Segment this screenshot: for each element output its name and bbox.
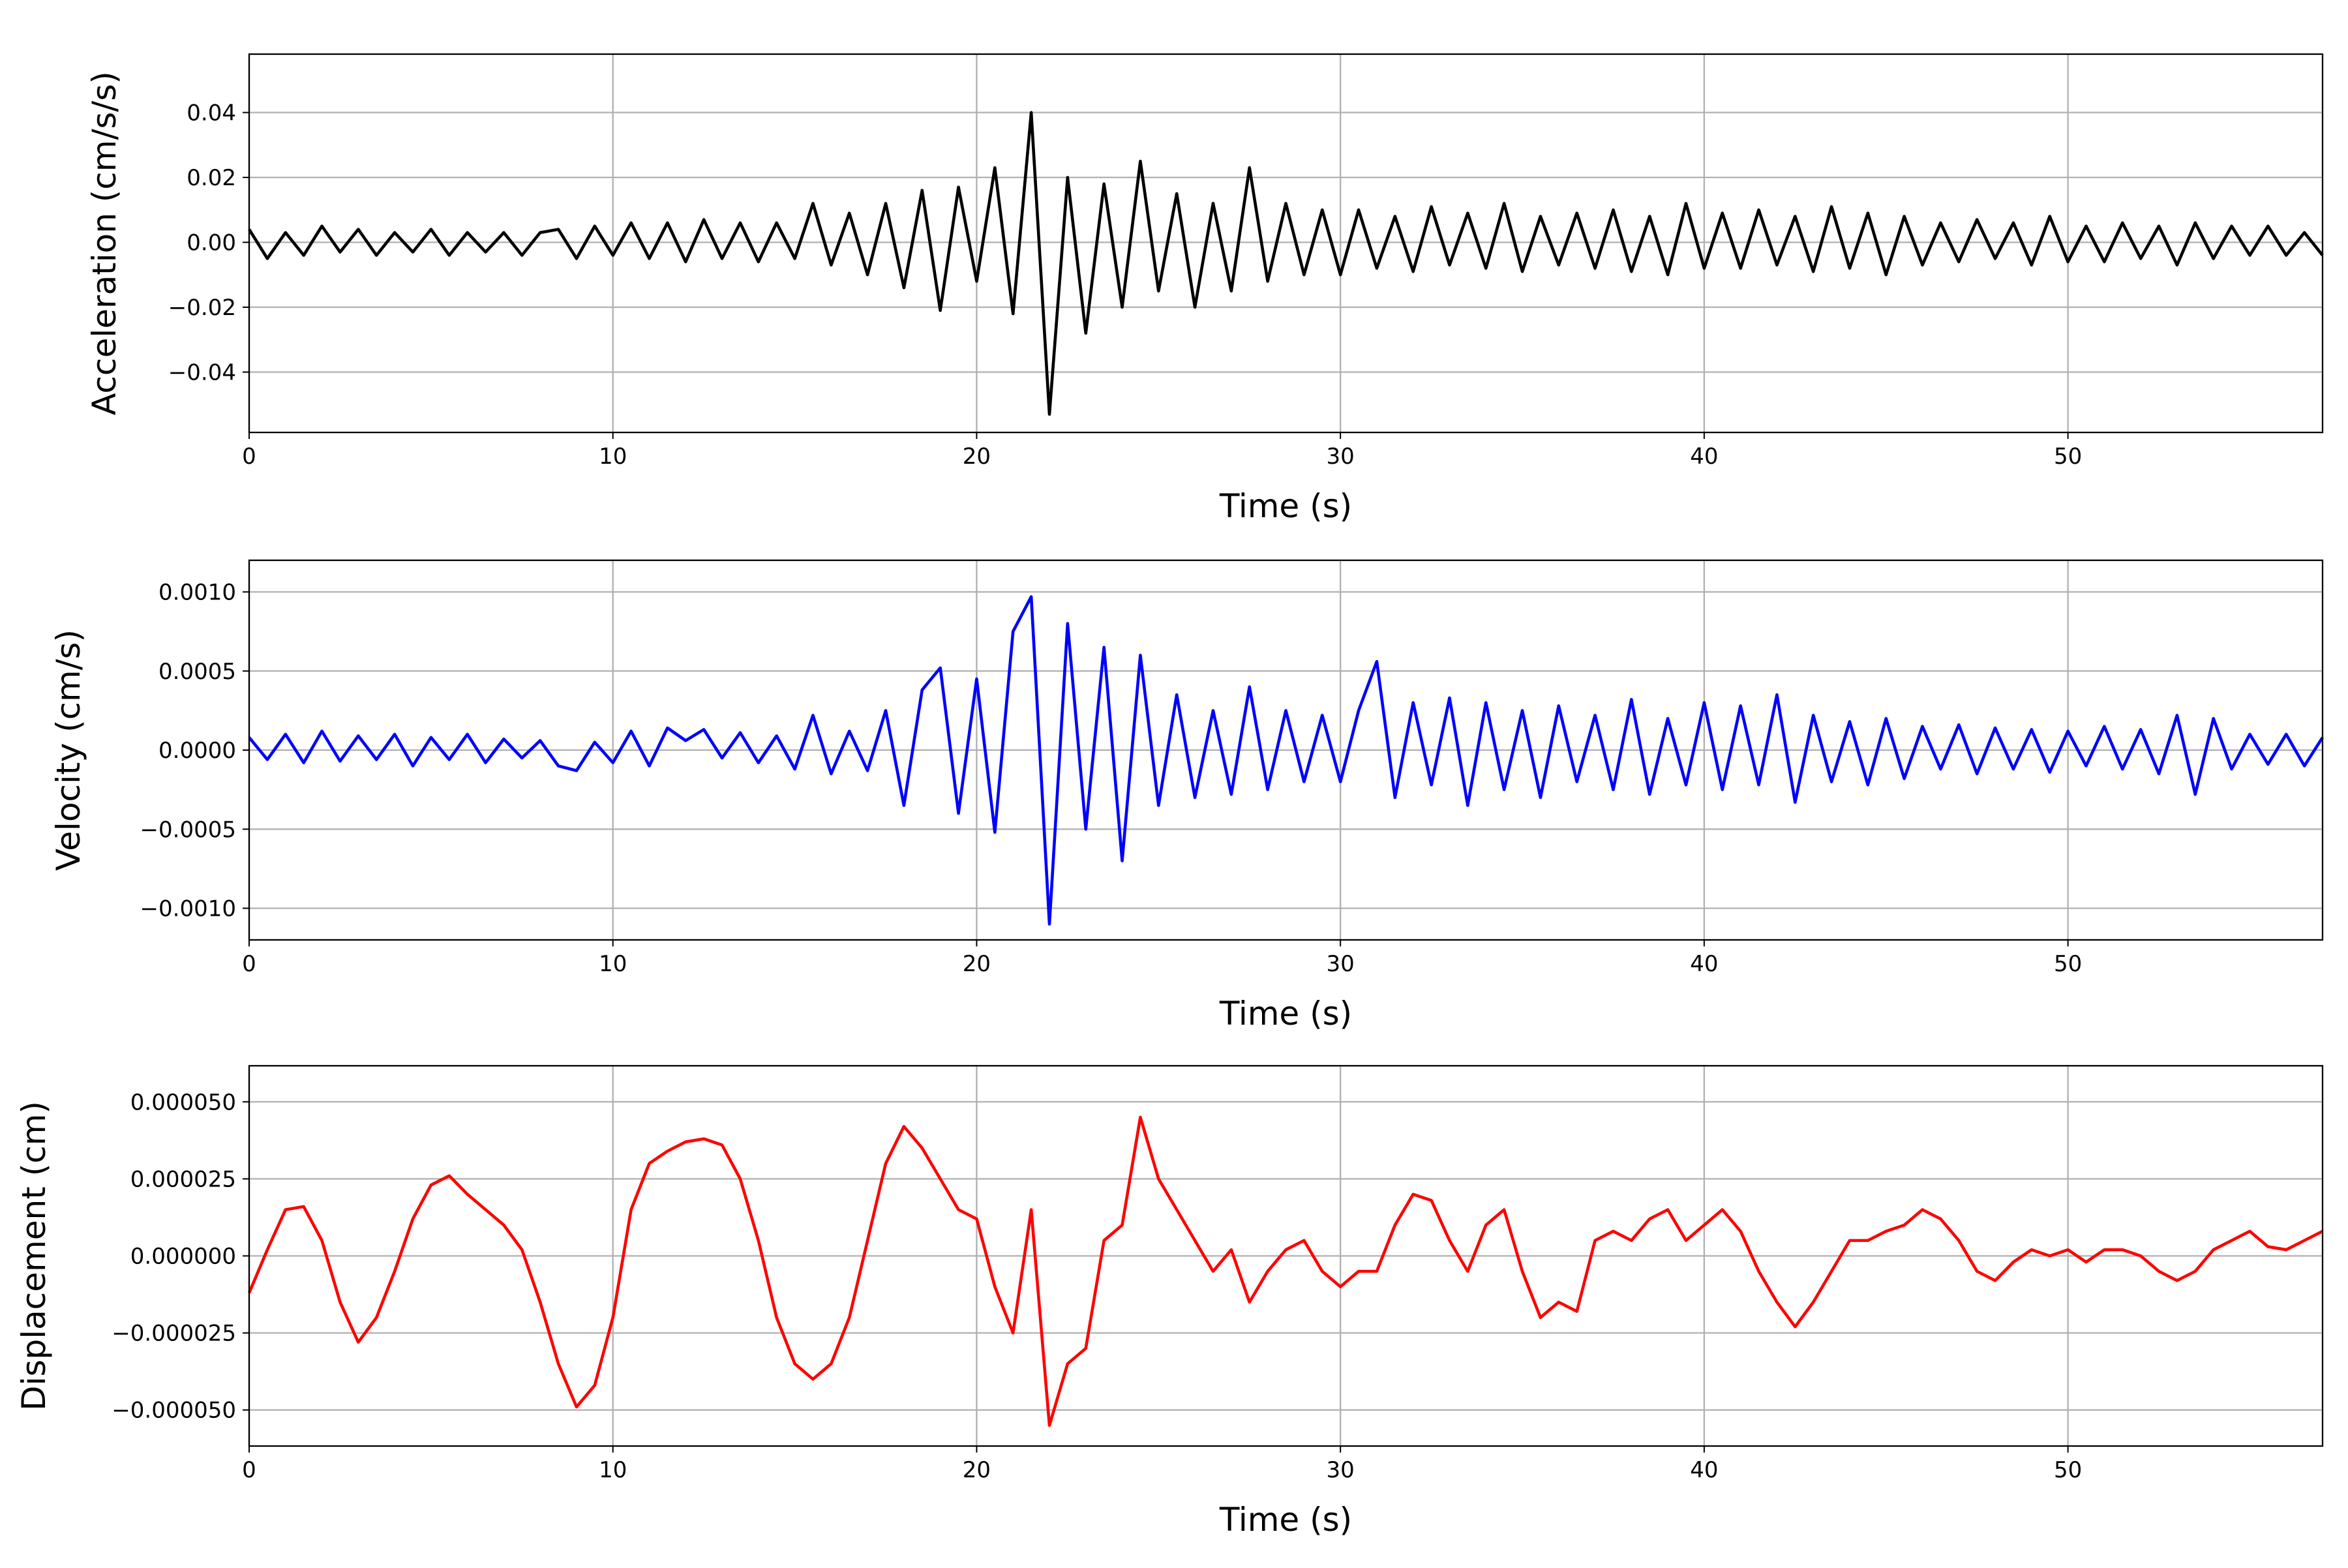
- x-tick-label: 10: [599, 1457, 627, 1483]
- x-axis-label: Time (s): [1219, 995, 1352, 1033]
- subplot: 0 10 20 30 40 50 −0.0010 −0.0005 0.0000 0.0005 0.0…: [50, 559, 2324, 1033]
- x-tick-label: 20: [963, 444, 991, 470]
- x-tick-label: 0: [242, 951, 256, 977]
- x-tick-label: 10: [599, 951, 627, 977]
- y-tick-label: 0.0010: [158, 580, 236, 606]
- x-tick-label: 50: [2054, 444, 2082, 470]
- x-tick-label: 40: [1690, 1457, 1718, 1483]
- x-tick-label: 0: [242, 444, 256, 470]
- y-tick-label: −0.0010: [140, 896, 236, 922]
- x-tick-label: 0: [242, 1457, 256, 1483]
- y-tick-label: 0.04: [187, 100, 236, 127]
- subplot: 0 10 20 30 40 50 −0.000050 −0.000025 0.000000 0.0…: [15, 1064, 2324, 1539]
- plot-frame: [248, 53, 2324, 434]
- y-tick-label: −0.0005: [140, 817, 236, 843]
- plot-area: [249, 54, 2323, 432]
- subplot: 0 10 20 30 40 50 −0.04 −0.02 0.00 0.02 0.04 Time (s…: [85, 53, 2324, 525]
- y-tick-label: −0.000025: [112, 1321, 236, 1347]
- x-tick-label: 20: [963, 951, 991, 977]
- plot-frame: [248, 559, 2324, 941]
- x-tick-label: 50: [2054, 951, 2082, 977]
- x-axis-label: Time (s): [1219, 1501, 1352, 1539]
- x-tick-label: 10: [599, 444, 627, 470]
- y-tick-label: 0.0005: [158, 659, 236, 685]
- x-tick-label: 30: [1327, 951, 1355, 977]
- x-axis-label: Time (s): [1219, 487, 1352, 525]
- x-tick-label: 40: [1690, 951, 1718, 977]
- y-axis-label: Displacement (cm): [15, 1101, 53, 1411]
- data-line: [248, 111, 2324, 416]
- y-tick-label: 0.000025: [130, 1166, 236, 1192]
- data-line: [247, 1115, 2324, 1427]
- x-tick-label: 20: [963, 1457, 991, 1483]
- y-axis-label: Velocity (cm/s): [50, 629, 87, 871]
- x-tick-label: 30: [1327, 444, 1355, 470]
- y-tick-label: 0.00: [187, 230, 236, 256]
- y-tick-label: −0.02: [168, 295, 236, 321]
- x-tick-label: 40: [1690, 444, 1718, 470]
- y-tick-label: 0.02: [187, 165, 236, 191]
- y-tick-label: 0.000000: [130, 1244, 236, 1270]
- x-tick-label: 50: [2054, 1457, 2082, 1483]
- data-line: [248, 595, 2324, 926]
- y-axis-label: Acceleration (cm/s/s): [85, 71, 123, 415]
- y-tick-label: 0.000050: [130, 1089, 236, 1115]
- plot-frame: [248, 1064, 2324, 1447]
- y-tick-label: −0.04: [168, 359, 236, 385]
- y-tick-label: −0.000050: [112, 1398, 236, 1424]
- y-tick-label: 0.0000: [158, 738, 236, 764]
- x-tick-label: 30: [1327, 1457, 1355, 1483]
